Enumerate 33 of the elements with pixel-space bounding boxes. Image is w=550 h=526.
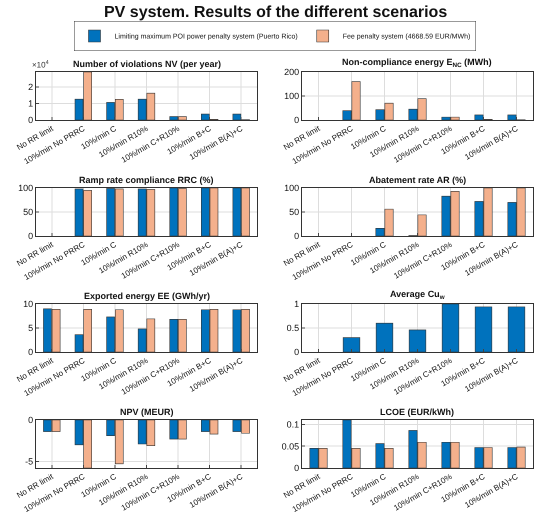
- y-tick-label: 50: [289, 207, 300, 218]
- chart-title: Ramp rate compliance RRC (%): [79, 175, 214, 185]
- y-tick-label: 100: [18, 183, 34, 194]
- y-tick-label: 0: [28, 231, 34, 242]
- chart-title: Average Cu$_{w}$: [390, 289, 445, 301]
- chart-title: NPV (MEUR): [120, 407, 174, 417]
- y-tick-label: 0: [294, 463, 300, 474]
- y-tick-label: 10: [23, 299, 34, 310]
- y-tick-label: 100: [284, 91, 300, 102]
- y-tick-label: 0: [28, 415, 34, 426]
- chart-title: Abatement rate AR (%): [369, 175, 466, 185]
- y-tick-label: -5: [25, 456, 34, 467]
- y-tick-label: 0.5: [286, 323, 300, 334]
- y-tick-label: 0: [294, 347, 300, 358]
- y-tick-label: 100: [284, 183, 300, 194]
- text: PV system. Results of the different scenarios: [104, 4, 448, 21]
- chart-title: Non-compliance energy E$_{NC}$ (MWh): [342, 57, 492, 69]
- chart-title: Exported energy EE (GWh/yr): [84, 291, 210, 301]
- y-tick-label: 0.1: [286, 420, 300, 430]
- y-tick-label: 1: [28, 98, 34, 109]
- y-tick-label: 0.05: [282, 441, 300, 452]
- y-tick-label: 1: [294, 299, 300, 310]
- y-tick-label: 200: [284, 67, 300, 78]
- chart-title: Number of violations NV (per year): [73, 59, 222, 69]
- y-tick-label: 0: [28, 115, 34, 126]
- y-tick-label: 0: [28, 347, 34, 358]
- y-tick-label: 0: [294, 231, 300, 242]
- y-tick-label: 0: [294, 115, 300, 126]
- y-tick-label: 5: [28, 323, 34, 334]
- y-tick-label: 2: [28, 82, 34, 92]
- chart-title: LCOE (EUR/kWh): [380, 407, 454, 417]
- text: ×10$^{4}$: [32, 60, 49, 70]
- y-tick-label: 50: [23, 207, 34, 218]
